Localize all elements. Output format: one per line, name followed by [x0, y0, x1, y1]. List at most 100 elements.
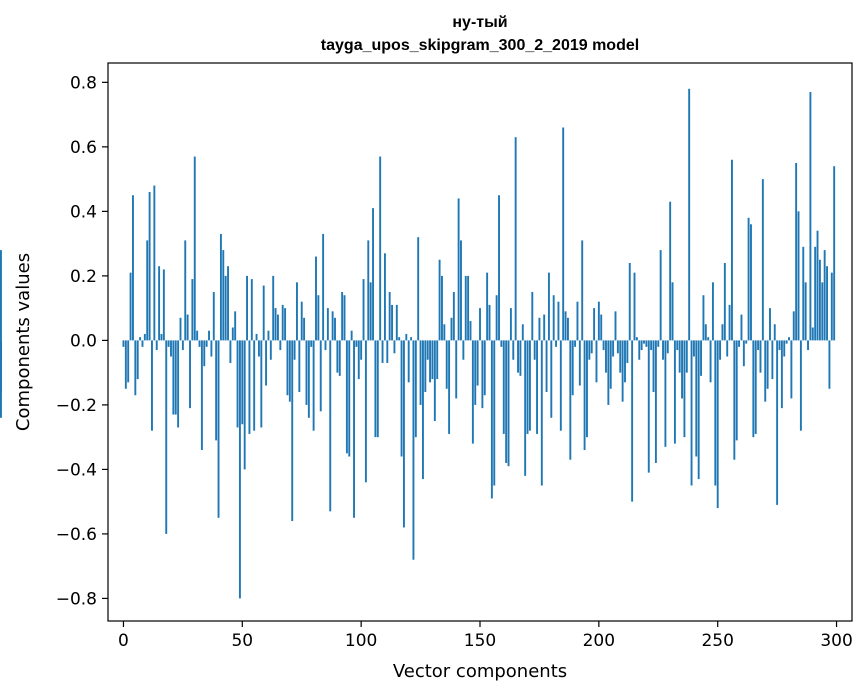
bar	[336, 340, 339, 373]
bar	[158, 266, 161, 341]
bar	[170, 340, 172, 357]
bar	[436, 340, 439, 380]
bar	[695, 340, 698, 457]
bar	[830, 272, 833, 341]
bar	[780, 340, 783, 409]
bar	[538, 317, 541, 341]
bar	[383, 253, 386, 341]
bar	[486, 272, 489, 341]
bar	[181, 340, 184, 351]
bar	[167, 340, 170, 347]
bar	[374, 340, 377, 438]
bar	[638, 340, 641, 360]
bar	[391, 304, 393, 341]
x-tick-label: 300	[820, 631, 852, 651]
bar	[792, 311, 795, 341]
bar	[778, 340, 781, 351]
bar	[177, 340, 180, 428]
bar	[764, 340, 767, 402]
y-tick-label: 0.6	[70, 138, 97, 158]
bar	[277, 314, 279, 341]
bar	[319, 340, 322, 412]
x-tick-label: 200	[583, 631, 615, 651]
bar	[250, 279, 253, 341]
bar	[350, 330, 353, 341]
bar	[597, 301, 600, 341]
bar	[315, 256, 317, 341]
bar	[345, 340, 348, 454]
bar	[719, 340, 722, 360]
bar	[224, 275, 227, 341]
bar	[426, 340, 429, 360]
bar	[376, 340, 379, 438]
bar	[821, 282, 824, 341]
bar	[673, 340, 676, 444]
bar	[569, 340, 572, 460]
bar	[151, 340, 153, 431]
bar	[495, 295, 498, 341]
bar	[193, 156, 196, 341]
bar	[464, 275, 467, 341]
bar	[400, 340, 403, 457]
bar	[783, 340, 786, 357]
bar	[788, 337, 790, 341]
bar	[322, 233, 325, 341]
bar-series	[0, 88, 836, 599]
bar	[742, 340, 745, 367]
bar	[274, 308, 277, 341]
bar	[745, 340, 748, 344]
bar	[555, 340, 558, 347]
bar	[647, 340, 650, 473]
bar	[460, 240, 462, 341]
bar	[407, 340, 410, 383]
bar	[148, 192, 151, 341]
bar	[438, 259, 441, 341]
bar	[267, 330, 270, 341]
bar	[257, 340, 260, 357]
bar	[362, 279, 365, 341]
y-tick-label: −0.6	[56, 525, 97, 545]
bar	[284, 308, 287, 341]
bar	[364, 340, 367, 483]
bar	[367, 240, 370, 341]
bar	[785, 340, 788, 344]
bar	[643, 340, 645, 344]
bar	[217, 340, 220, 518]
bar	[692, 340, 695, 357]
bar	[281, 304, 284, 341]
bar	[799, 340, 802, 431]
bar	[307, 340, 310, 418]
bar	[685, 340, 688, 373]
bar	[227, 266, 229, 341]
bar	[419, 340, 422, 405]
bar	[395, 304, 398, 341]
bar	[552, 295, 555, 341]
y-tick-label: 0.2	[70, 267, 97, 287]
bar	[500, 340, 503, 347]
bar	[189, 340, 191, 409]
bar	[246, 275, 248, 341]
bar	[191, 279, 194, 341]
bar	[312, 340, 315, 431]
bar	[153, 185, 156, 341]
bar	[683, 340, 686, 438]
bar	[540, 340, 543, 486]
bar	[811, 327, 814, 341]
bar	[790, 340, 793, 399]
bar	[619, 340, 622, 373]
bar	[248, 340, 251, 434]
bar	[303, 317, 306, 341]
bar	[381, 340, 384, 363]
bar	[557, 301, 560, 341]
bar	[659, 250, 662, 341]
x-tick-label: 50	[231, 631, 253, 651]
bar	[804, 282, 807, 341]
bar	[479, 308, 481, 341]
bar	[490, 340, 493, 499]
bar	[291, 340, 294, 522]
bar	[493, 340, 496, 486]
bar	[628, 262, 631, 341]
bar	[462, 340, 465, 360]
bar	[631, 340, 634, 502]
bar	[310, 340, 313, 347]
